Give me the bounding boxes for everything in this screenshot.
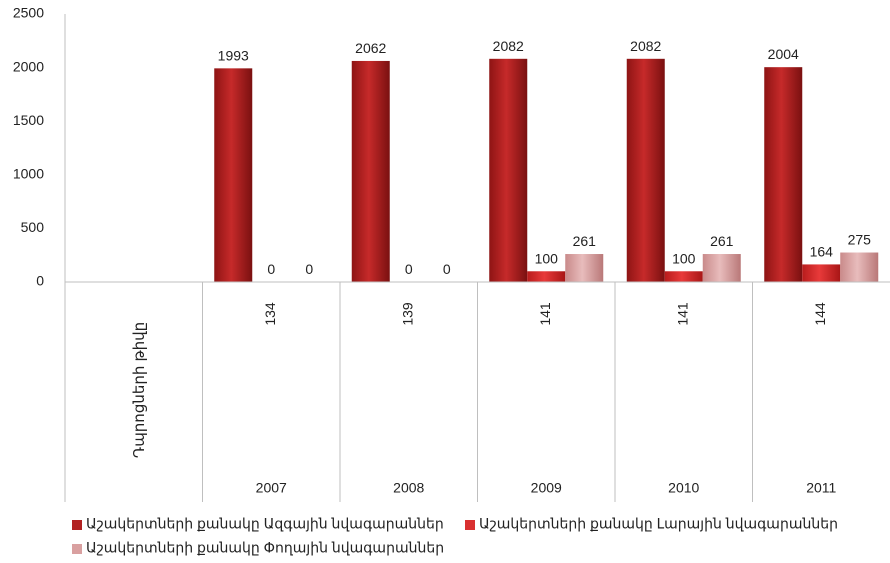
data-label: 275: [848, 232, 872, 248]
table-value: 141: [537, 302, 553, 326]
x-tick-label: 2007: [256, 480, 287, 496]
y-axis: 0 500 1000 1500 2000 2500: [13, 5, 66, 502]
y-tick-label: 2000: [13, 58, 44, 74]
x-tick-label: 2009: [531, 480, 562, 496]
bar: [764, 67, 803, 282]
data-label: 0: [443, 261, 451, 277]
bar: [626, 58, 665, 282]
data-label: 0: [405, 261, 413, 277]
data-label: 0: [267, 261, 275, 277]
bar: [840, 252, 879, 282]
legend: Աշակերտների քանակը Ազգային նվագարաններ Աշ…: [72, 516, 838, 556]
data-label: 2082: [630, 38, 661, 54]
data-label: 0: [305, 261, 313, 277]
y-tick-label: 1500: [13, 112, 44, 128]
y-tick-labels: 0 500 1000 1500 2000 2500: [13, 5, 44, 289]
data-label: 2082: [493, 38, 524, 54]
data-labels: 1993 0 0 2062 0 0 2082 100 261 2082 100 261 2004 164 2…: [218, 38, 871, 277]
bar: [351, 60, 390, 282]
x-tick-label: 2008: [393, 480, 424, 496]
bar: [664, 271, 703, 282]
table-row-label: Դպրոցների թիվը: [131, 322, 148, 458]
legend-swatch: [72, 544, 82, 554]
legend-label: Աշակերտների քանակը Լարային նվագարաններ: [479, 516, 838, 532]
y-tick-label: 500: [21, 219, 45, 235]
bar: [565, 254, 604, 282]
legend-label: Աշակերտների քանակը Ազգային նվագարաններ: [86, 516, 444, 532]
data-label: 164: [810, 243, 834, 259]
table-dividers: [202, 282, 753, 502]
y-tick-label: 2500: [13, 5, 44, 21]
data-label: 2062: [355, 40, 386, 56]
legend-label: Աշակերտների քանակը Փողային նվագարաններ: [86, 540, 444, 556]
table-value: 134: [262, 302, 278, 326]
bars: [214, 58, 879, 282]
legend-swatch: [72, 520, 82, 530]
table-value: 141: [674, 302, 690, 326]
data-label: 1993: [218, 47, 249, 63]
bar: [489, 58, 528, 282]
y-tick-label: 0: [36, 273, 44, 289]
table-values: 134 139 141 141 144: [262, 302, 828, 326]
x-tick-label: 2011: [806, 480, 836, 496]
bar: [702, 254, 741, 282]
data-label: 261: [573, 233, 597, 249]
data-label: 261: [710, 233, 734, 249]
bar: [214, 68, 253, 282]
x-tick-label: 2010: [668, 480, 699, 496]
y-tick-label: 1000: [13, 166, 44, 182]
bar: [802, 264, 841, 282]
x-tick-labels: 2007 2008 2009 2010 2011: [256, 480, 837, 496]
data-label: 2004: [768, 46, 799, 62]
bar: [527, 271, 566, 282]
legend-swatch: [465, 520, 475, 530]
data-table: Դպրոցների թիվը 134 139 141 141 144 2007 2008 2…: [65, 281, 890, 502]
table-value: 144: [812, 302, 828, 326]
table-value: 139: [399, 302, 415, 326]
data-label: 100: [672, 250, 696, 266]
data-label: 100: [535, 250, 559, 266]
